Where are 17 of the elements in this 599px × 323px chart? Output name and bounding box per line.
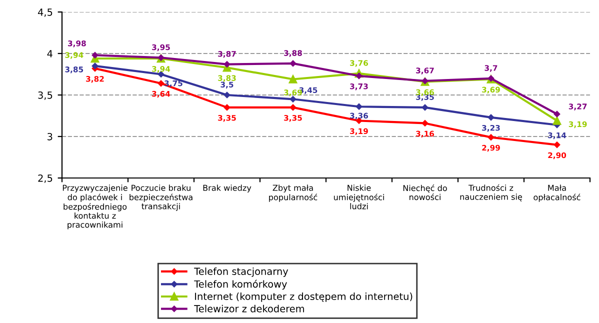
x-tick-label: Przyzwyczajenie do placówek i bezpośredniego kontaktu z pracownikami xyxy=(62,184,128,230)
legend-label: Telefon komórkowy xyxy=(194,280,287,290)
x-tick-label: Trudności z nauczeniem się xyxy=(460,184,522,202)
legend-label: Telefon stacjonarny xyxy=(194,267,288,277)
y-tick-label: 4 xyxy=(47,50,52,58)
x-tick-label: Mała opłacalność xyxy=(534,184,580,202)
legend-label: Internet (komputer z dostępem do internetu) xyxy=(195,292,412,302)
legend-label: Telewizor z dekoderem xyxy=(194,304,304,312)
x-tick-label: Brak wiedzy xyxy=(203,184,252,192)
y-tick-label: 2,5 xyxy=(38,174,52,183)
x-tick-label: Zbyt mała popularność xyxy=(269,184,318,202)
y-tick-label: 3 xyxy=(48,132,52,140)
y-tick-label: 4,5 xyxy=(38,8,52,17)
y-tick-label: 3,5 xyxy=(38,91,52,100)
x-tick-label: Niechęć do nowości xyxy=(403,184,447,200)
x-tick-label: Niskie umiejętności ludzi xyxy=(334,184,384,210)
x-tick-label: Poczucie braku bezpieczeństwa transakcji xyxy=(130,184,192,211)
